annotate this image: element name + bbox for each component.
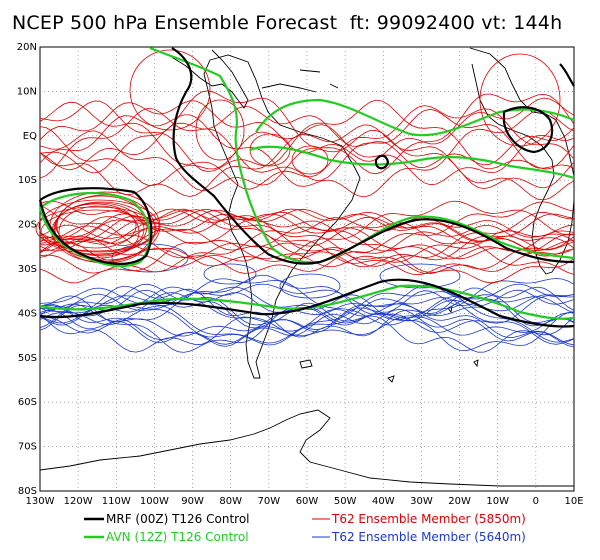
lon-label: 70W [258, 496, 281, 507]
red-ensemble-member [39, 208, 575, 260]
blue-ensemble-member [379, 263, 461, 289]
blue-ensemble-member [39, 293, 575, 346]
red-ensemble-member [39, 124, 575, 201]
red-ensemble-member [129, 49, 211, 131]
mrf-control-contours [38, 47, 575, 328]
lat-label: 20N [17, 42, 37, 53]
red-ensemble-member [39, 200, 575, 267]
red-ensemble-member [56, 195, 148, 257]
lon-label: 10E [564, 496, 583, 507]
red-ensemble-member [51, 201, 153, 263]
lon-label: 90W [181, 496, 204, 507]
blue-ensemble-member [40, 274, 575, 334]
lat-label: 40S [18, 308, 37, 319]
red-ensemble-member [195, 99, 245, 161]
longitude-labels: 130W 120W 110W 100W 90W 80W 70W 60W 50W 40W 30W 20W… [26, 496, 584, 507]
lat-label: 60S [18, 397, 37, 408]
lon-label: 60W [296, 496, 319, 507]
legend-label-mrf: MRF (00Z) T126 Control [106, 512, 250, 526]
red-ensemble-member [58, 205, 140, 259]
lon-label: 100W [140, 496, 169, 507]
lon-label: 120W [64, 496, 93, 507]
lon-label: 30W [410, 496, 433, 507]
lat-label: 10S [18, 175, 37, 186]
red-ensemble-member [39, 129, 575, 192]
blue-ensemble-member [39, 285, 575, 338]
red-ensemble-member [39, 224, 575, 274]
red-ensemble-member [35, 206, 157, 252]
lat-label: EQ [23, 131, 37, 142]
red-ensemble-member [39, 107, 575, 181]
blue-ensemble-member [39, 302, 575, 346]
coastlines [39, 47, 575, 487]
red-ensemble-member [38, 199, 160, 253]
blue-ensemble-member [203, 263, 257, 285]
chart-title: NCEP 500 hPa Ensemble Forecast ft: 99092… [12, 12, 563, 34]
red-ensemble-member [39, 109, 575, 198]
red-ensemble-member [39, 208, 575, 252]
red-ensemble-member [39, 90, 575, 175]
lon-label: 130W [26, 496, 55, 507]
red-ensemble-contours [35, 49, 575, 284]
red-ensemble-member [39, 124, 575, 186]
south-america-coast [203, 54, 361, 379]
legend-label-blue: T62 Ensemble Member (5640m) [331, 530, 526, 544]
red-ensemble-member [39, 216, 575, 259]
lon-label: 20W [448, 496, 471, 507]
red-ensemble-member [249, 133, 291, 167]
blue-ensemble-member [39, 308, 575, 348]
lat-label: 70S [18, 442, 37, 453]
lat-label: 30S [18, 264, 37, 275]
red-ensemble-member [39, 99, 575, 173]
blue-ensemble-member [39, 302, 575, 337]
legend-label-red: T62 Ensemble Member (5850m) [331, 512, 526, 526]
graticule [40, 47, 574, 491]
lat-label: 20S [18, 220, 37, 231]
blue-ensemble-member [279, 273, 341, 299]
lon-label: 50W [334, 496, 357, 507]
blue-ensemble-member [39, 278, 575, 326]
red-ensemble-member [53, 202, 145, 256]
lon-label: 0 [533, 496, 539, 507]
lon-label: 10W [486, 496, 509, 507]
legend: MRF (00Z) T126 Control AVN (12Z) T126 Co… [84, 512, 526, 544]
lon-label: 80W [219, 496, 242, 507]
antarctica-coast [39, 409, 574, 487]
blue-ensemble-member [39, 283, 575, 331]
lon-label: 110W [102, 496, 131, 507]
caribbean-coast [261, 69, 339, 93]
blue-ensemble-member [39, 294, 575, 353]
red-ensemble-member [39, 208, 575, 275]
blue-ensemble-contours [39, 243, 575, 353]
red-ensemble-member [39, 209, 574, 260]
falklands-coast [299, 359, 313, 369]
red-ensemble-member [39, 105, 575, 171]
central-america-coast [149, 47, 249, 109]
red-ensemble-member [55, 203, 137, 249]
blue-ensemble-member [39, 302, 575, 353]
red-ensemble-member [54, 194, 156, 264]
latitude-labels: 20N 10N EQ 10S 20S 30S 40S 50S 60S 70S 80S [17, 42, 37, 497]
lon-label: 40W [372, 496, 395, 507]
red-ensemble-member [39, 219, 575, 284]
legend-label-avn: AVN (12Z) T126 Control [106, 530, 249, 544]
lat-label: 50S [18, 353, 37, 364]
lat-label: 80S [18, 486, 37, 497]
red-ensemble-member [39, 208, 575, 276]
africa-coast [469, 47, 575, 275]
lat-label: 10N [17, 86, 37, 97]
